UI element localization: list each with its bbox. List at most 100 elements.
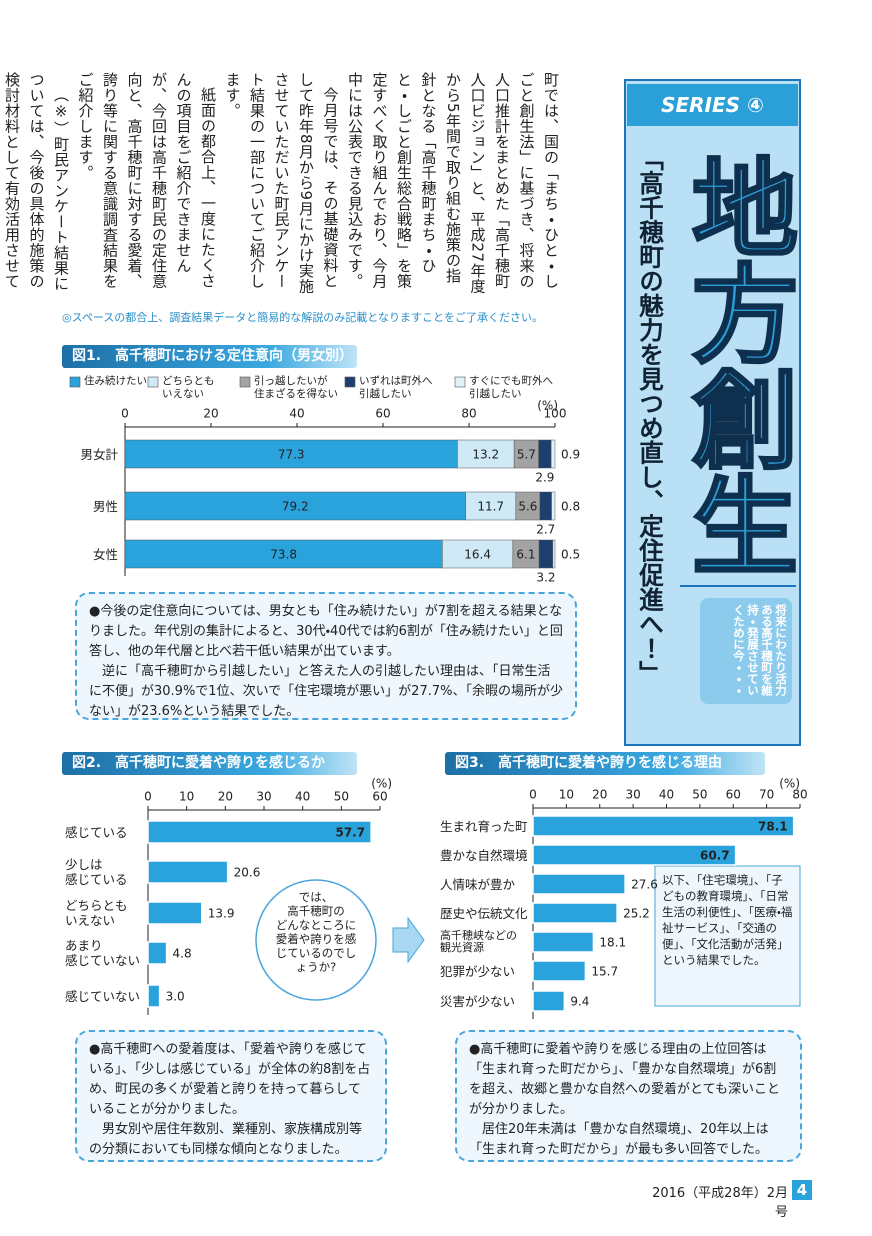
data-label: 2.9: [535, 471, 554, 485]
bar-segment: [513, 439, 539, 469]
legend-label: 住み続けたい: [84, 375, 147, 387]
bar: [532, 960, 587, 982]
comment-box: ●今後の定住意向については、男女とも「住み続けたい」が7割を超える結果となりまし…: [75, 592, 577, 720]
bar: [147, 941, 168, 965]
category-label: 少しは 感じている: [65, 857, 128, 887]
x-tick-label: 100: [544, 407, 567, 421]
bar-segment: [538, 439, 552, 469]
article-paragraph: 町では、国の「まち・ひと・しごと創生法」に基づき、将来の人口推計をまとめた「高千…: [346, 72, 560, 294]
comment-box: ●高千穂町に愛着や誇りを感じる理由の上位回答は「生まれ育った町だから」、「豊かな…: [455, 1030, 802, 1162]
bar: [147, 901, 203, 925]
series-label: SERIES ④: [661, 93, 764, 117]
data-label: 27.6: [631, 878, 658, 892]
x-tick-label: 30: [256, 790, 271, 804]
data-label: 4.8: [173, 947, 192, 961]
legend-swatch: [239, 376, 251, 388]
footer-issue: 2016（平成28年）2月号: [652, 1186, 788, 1220]
x-tick-label: 60: [372, 790, 387, 804]
category-label: 豊かな自然環境: [440, 847, 528, 863]
fig2-title: 図2. 高千穂町に愛着や誇りを感じるか: [62, 752, 357, 775]
x-tick-label: 30: [625, 788, 640, 802]
fig3-title: 図3. 高千穂町に愛着や誇りを感じる理由: [445, 752, 765, 775]
data-label: 20.6: [234, 866, 261, 880]
fig3-note: 以下、「住宅環境」、「子どもの教育環境」、「日常生活の利便性」、「医療・福祉サー…: [662, 873, 793, 967]
bar-segment: [442, 539, 514, 569]
category-label: 災害が少ない: [440, 993, 516, 1009]
category-label: どちらとも いえない: [65, 898, 128, 928]
x-tick-label: 20: [203, 407, 218, 421]
legend-swatch: [454, 376, 466, 388]
data-label: 0.8: [561, 500, 580, 514]
x-tick-label: 0: [529, 788, 537, 802]
sidebar-subtitle: 「高千穂町の魅力を見つめ直し、定住促進へ！」: [636, 146, 665, 685]
category-label: 犯罪が少ない: [440, 963, 516, 979]
x-tick-label: 40: [289, 407, 304, 421]
category-label: あまり 感じていない: [65, 938, 141, 968]
data-label: 13.2: [472, 448, 499, 462]
data-label: 79.2: [282, 500, 309, 514]
comment-paragraph: ●今後の定住意向については、男女とも「住み続けたい」が7割を超える結果となりまし…: [89, 604, 563, 659]
sidebar-note-bg: [700, 598, 792, 704]
comment-paragraph: 逆に「高千穂町から引越したい」と答えた人の引越したい理由は、「日常生活に不便」が…: [89, 664, 563, 719]
category-label: 歴史や伝統文化: [440, 905, 528, 921]
data-label: 15.7: [591, 965, 618, 979]
data-label: 57.7: [335, 826, 365, 840]
bar: [532, 873, 626, 895]
legend-label: いずれは町外へ 引越したい: [359, 375, 433, 400]
x-tick-label: 50: [692, 788, 707, 802]
category-label: 女性: [92, 546, 118, 562]
comment-paragraph: 居住20年未満は「豊かな自然環境」、20年以上は「生まれ育った町だから」が最も多…: [469, 1122, 769, 1157]
data-label: 2.7: [536, 523, 555, 537]
arrow: [392, 916, 425, 964]
data-label: 77.3: [278, 448, 305, 462]
fig3-note-box: [654, 865, 801, 1007]
bar: [147, 860, 229, 884]
x-tick-label: 40: [295, 790, 310, 804]
bar-segment: [552, 539, 556, 569]
data-label: 3.2: [536, 571, 555, 585]
bar-segment: [515, 491, 541, 521]
page-number-bg: [792, 1180, 812, 1200]
x-tick-label: 60: [726, 788, 741, 802]
data-label: 18.1: [599, 936, 626, 950]
series-band: [627, 84, 798, 126]
data-label: 13.9: [208, 907, 235, 921]
sidebar-note: 将来にわたり活力ある高千穂町を維持・発展させていくために今・・・: [732, 604, 788, 696]
bar-segment: [551, 491, 556, 521]
bar: [532, 990, 566, 1012]
x-tick-label: 0: [121, 407, 129, 421]
data-label: 0.5: [561, 548, 580, 562]
x-tick-label: 10: [179, 790, 194, 804]
notice: ◎スペースの都合上、調査結果データと簡易的な解説のみ記載となりますことをご了承く…: [62, 311, 543, 324]
data-label: 6.1: [516, 548, 535, 562]
x-tick-label: 70: [759, 788, 774, 802]
unit-label: (%): [371, 777, 392, 791]
unit-label: (%): [537, 399, 558, 413]
article: 町では、国の「まち・ひと・しごと創生法」に基づき、将来の人口推計をまとめた「高千…: [3, 72, 563, 294]
data-label: 3.0: [166, 990, 185, 1004]
article-paragraph: 今月号では、その基礎資料として昨年8月から9月にかけ実施させていただいた町民アン…: [223, 72, 340, 294]
x-tick-label: 20: [218, 790, 233, 804]
x-tick-label: 80: [792, 788, 807, 802]
data-label: 60.7: [700, 849, 730, 863]
data-label: 9.4: [570, 995, 589, 1009]
data-label: 78.1: [758, 820, 788, 834]
question-bubble: [255, 879, 377, 1001]
bar: [532, 902, 618, 924]
bar-segment: [512, 539, 540, 569]
bar: [147, 820, 372, 844]
comment-paragraph: 男女別や居住年数別、業種別、家族構成別等の分類においても同様な傾向となりました。: [89, 1122, 363, 1157]
comment-paragraph: ●高千穂町への愛着度は、「愛着や誇りを感じている」、「少しは感じている」が全体の…: [89, 1042, 371, 1117]
bar-segment: [538, 539, 554, 569]
x-tick-label: 0: [144, 790, 152, 804]
x-tick-label: 80: [461, 407, 476, 421]
bar-segment: [465, 491, 517, 521]
legend-label: どちらとも いえない: [162, 375, 215, 400]
category-label: 男性: [92, 498, 118, 514]
bar: [147, 984, 161, 1008]
sidebar-title: 地方創生: [673, 152, 799, 579]
fig1-title: 図1. 高千穂町における定住意向（男女別）: [62, 345, 357, 368]
page-number: 4: [796, 1181, 808, 1199]
category-label: 生まれ育った町: [440, 818, 528, 834]
